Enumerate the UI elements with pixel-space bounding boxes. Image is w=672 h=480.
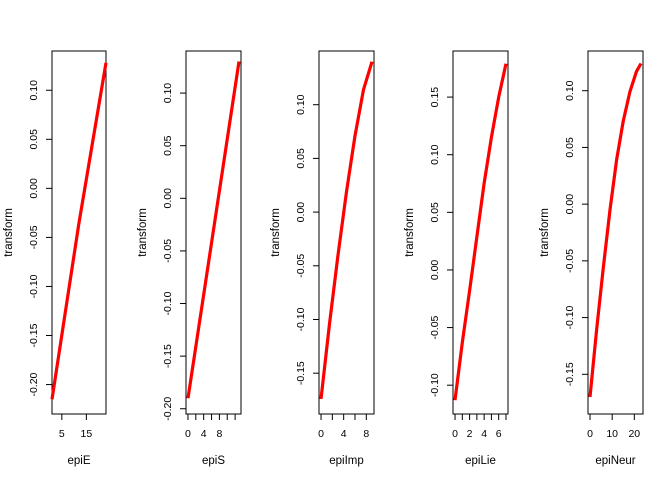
y-tick-label: 0.05 [162,135,174,156]
transform-curve-line [319,61,374,400]
y-tick-label: 0.10 [295,94,307,115]
x-tick-label: 8 [363,428,369,440]
x-tick-label: 0 [318,428,324,440]
y-tick-label: 0.05 [295,148,307,169]
y-tick-label: -0.10 [564,305,576,329]
plot-frame [318,50,375,415]
x-tick-label: 8 [216,428,222,440]
x-axis-title: epiLie [465,455,496,467]
y-tick-label: -0.15 [295,361,307,385]
x-axis-title: epiNeur [595,455,635,467]
x-tick-label: 6 [496,428,502,440]
transform-curve-line [186,61,241,399]
y-tick-label: -0.10 [162,291,174,315]
x-axis-title: epiS [202,455,225,467]
y-tick-label: -0.15 [162,344,174,368]
x-tick-label: 4 [201,428,207,440]
transform-curve-line [50,62,108,400]
x-tick-label: 0 [452,428,458,440]
y-tick-label: -0.05 [295,254,307,278]
x-tick-label: 20 [628,428,640,440]
y-tick-label: 0.00 [28,178,40,199]
y-axis-title: transform [137,208,149,257]
x-tick-label: 10 [606,428,618,440]
y-tick-label: 0.10 [28,80,40,101]
y-tick-label: -0.10 [429,373,441,397]
panel-epineur: 0 10 20 -0.15 -0.10 -0.05 0.00 0.05 0.10 epiNeur t… [539,50,644,467]
x-axis-title: epiImp [329,455,364,467]
y-tick-label: 0.00 [564,194,576,215]
y-axis-title: transform [3,208,15,257]
y-tick-label: 0.00 [162,188,174,209]
y-tick-label: -0.05 [564,249,576,273]
y-tick-label: -0.10 [28,274,40,298]
y-tick-label: -0.05 [429,315,441,339]
y-tick-label: -0.10 [295,307,307,331]
y-tick-label: 0.05 [28,129,40,150]
x-tick-label: 0 [587,428,593,440]
y-tick-label: 0.00 [295,202,307,223]
y-tick-label: 0.05 [429,202,441,223]
y-tick-label: -0.05 [162,239,174,263]
x-axis-title: epiE [67,455,90,467]
y-tick-label: -0.20 [162,397,174,421]
y-tick-label: 0.10 [162,83,174,104]
y-tick-label: -0.15 [28,323,40,347]
y-tick-label: 0.10 [564,80,576,101]
y-tick-label: -0.15 [564,362,576,386]
transform-curve-line [453,63,508,401]
panel-epie: 5 15 -0.20 -0.15 -0.10 -0.05 0.00 0.05 0.10 epiE t… [3,50,108,467]
y-tick-label: -0.20 [28,372,40,396]
panel-epis: 0 4 8 -0.20 -0.15 -0.10 -0.05 0.00 0.05 0.10 epiS t… [137,50,242,467]
x-tick-label: 15 [81,428,93,440]
y-tick-label: 0.00 [429,260,441,281]
y-tick-label: 0.10 [429,144,441,165]
y-axis-title: transform [539,208,551,257]
x-tick-label: 0 [185,428,191,440]
y-tick-label: 0.15 [429,87,441,108]
x-tick-label: 4 [341,428,347,440]
panel-epilie: 0 2 4 6 -0.10 -0.05 0.00 0.05 0.10 0.15 epiLie tran… [404,50,509,467]
transform-curve-line [588,62,643,398]
x-tick-label: 5 [59,428,65,440]
y-tick-label: 0.05 [564,137,576,158]
x-tick-label: 2 [467,428,473,440]
y-axis-title: transform [404,208,416,257]
panel-epiimp: 0 4 8 -0.15 -0.10 -0.05 0.00 0.05 0.10 epiImp tran… [270,50,375,467]
x-tick-label: 4 [481,428,487,440]
y-tick-label: -0.05 [28,225,40,249]
y-axis-title: transform [270,208,282,257]
plot-frame [587,50,644,415]
